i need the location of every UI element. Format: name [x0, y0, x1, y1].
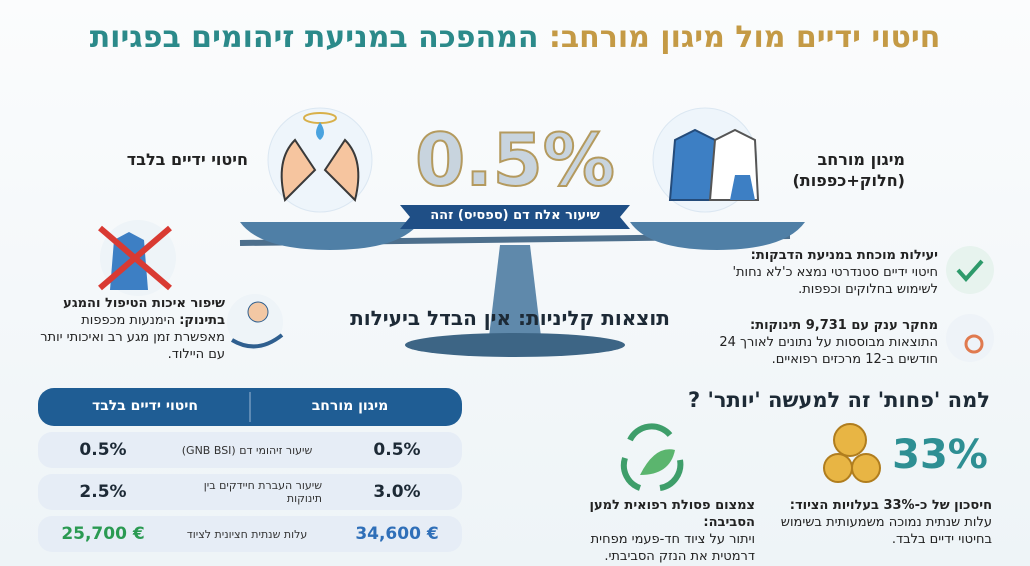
big-value: 0.5%: [414, 117, 616, 203]
why-item: צמצום פסולת רפואית למען הסביבה: ויתור על …: [545, 498, 755, 566]
result: תוצאות קליניות: אין הבדל ביעילות: [350, 306, 670, 330]
value-cell: 2.5%: [79, 482, 127, 502]
table-row: 3.0% שיעור העברת חיידקים בין תינוקות 2.5%: [38, 474, 462, 510]
title-part: המהפכה במניעת זיהומים בפגיות: [89, 20, 539, 55]
metric-label: שיעור העברת חיידקים בין תינוקות: [203, 479, 322, 505]
right-note: יעילות מוכחת במניעת הדבקות: חיטוי ידיים ס…: [720, 248, 938, 299]
note-title: יעילות מוכחת במניעת הדבקות:: [750, 248, 938, 263]
note-text: חיטוי ידיים סטנדרטי נמצא כ'לא נחות' לשימ…: [732, 264, 938, 297]
note-text: התוצאות מבוססות על נתונים לאורך 24 חודשי…: [719, 334, 938, 367]
scale-pillar: [488, 245, 542, 345]
table-row: 34,600 € עלות שנתית חציונית לציוד 25,700 €: [38, 516, 462, 552]
value-cell: 25,700 €: [61, 524, 145, 544]
left-label: חיטוי ידיים בלבד: [126, 150, 248, 169]
hand-icon: [230, 333, 284, 349]
banner-text: שיעור אלח דם (ספסיס) זהה: [430, 208, 600, 223]
note-title: שיפור איכות הטיפול והמגע בתינוק:: [63, 296, 225, 328]
value-cell: 0.5%: [373, 440, 421, 460]
table-header: מיגון מורחב: [311, 398, 389, 414]
scale-pan: [240, 222, 420, 250]
title-part: חיטוי ידיים מול מיגון מורחב:: [548, 20, 941, 55]
coin-icon: [851, 453, 881, 483]
why-title: למה 'פחות' זה למעשה 'יותר' ?: [687, 388, 990, 412]
note-text: הימנעות מכפפות מאפשרת זמן מגע רב ואיכותי…: [40, 312, 225, 362]
leaf-icon: [640, 449, 675, 475]
metric-label: שיעור זיהומי דם (GNB BSI): [181, 443, 313, 457]
scale-base: [405, 333, 625, 357]
item-title: צמצום פסולת רפואית למען הסביבה:: [589, 498, 755, 530]
savings-value: 33%: [892, 432, 988, 478]
left-note: שיפור איכות הטיפול והמגע בתינוק: הימנעות…: [30, 296, 225, 364]
check-bg: [946, 246, 994, 294]
hands-icon: [280, 138, 360, 202]
title: חיטוי ידיים מול מיגון מורחב: המהפכה במני…: [20, 20, 1010, 55]
table-header: חיטוי ידיים בלבד: [91, 398, 199, 414]
banner: [400, 205, 630, 229]
research-icon: [964, 334, 984, 354]
label-line: (חלוק+כפפות): [792, 170, 905, 190]
item-title: חיסכון של כ-33% בעלויות הציוד:: [789, 498, 992, 513]
value-cell: 3.0%: [373, 482, 421, 502]
value-cell: 0.5%: [79, 440, 127, 460]
note-title: מחקר ענק עם 9,731 תינוקות:: [750, 318, 938, 333]
coin-icon: [823, 453, 853, 483]
gloves-icon: [730, 175, 755, 200]
drop: [316, 122, 324, 140]
table-row: 0.5% שיעור זיהומי דם (GNB BSI) 0.5%: [38, 432, 462, 468]
why-item: חיסכון של כ-33% בעלויות הציוד: עלות שנתית…: [770, 498, 992, 549]
baby-icon: [247, 301, 269, 323]
item-text: ויתור על ציוד חד-פעמי מפחית דרמטית את הנ…: [590, 531, 755, 564]
value-cell: 34,600 €: [355, 524, 439, 544]
item-text: עלות שנתית נמוכה משמעותית בשימוש בחיטוי …: [780, 514, 992, 547]
metric-label: עלות שנתית חציונית לציוד: [186, 527, 308, 541]
label-line: מיגון מורחב: [817, 150, 905, 169]
recycle-icon: [620, 423, 684, 491]
cross: [98, 225, 172, 291]
right-label: מיגון מורחב (חלוק+כפפות): [775, 150, 905, 192]
check-icon: [956, 259, 984, 283]
scale-pan: [630, 222, 805, 250]
right-note: מחקר ענק עם 9,731 תינוקות: התוצאות מבוססו…: [700, 318, 938, 369]
coin-icon: [833, 423, 867, 457]
